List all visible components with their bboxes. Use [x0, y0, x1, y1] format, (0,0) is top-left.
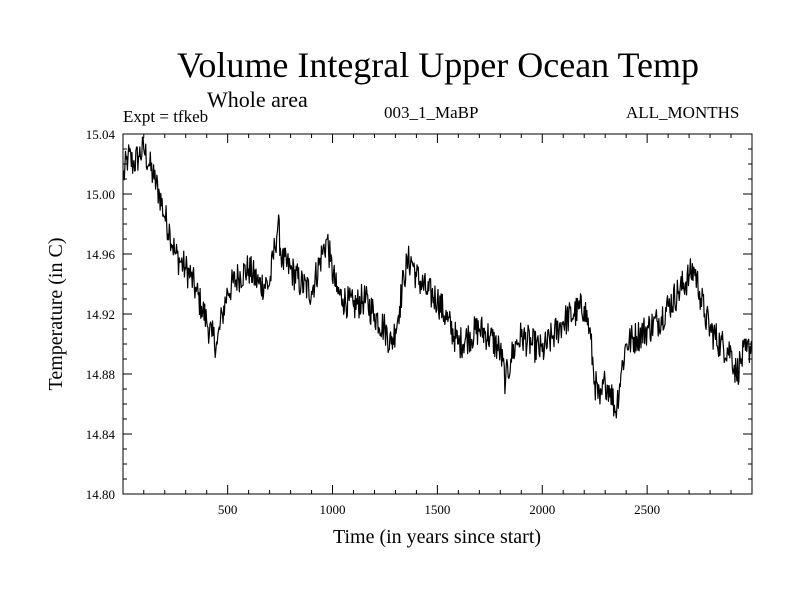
y-tick-label: 15.00 [86, 187, 115, 202]
y-tick-label: 14.84 [86, 427, 116, 442]
x-tick-label: 1500 [424, 502, 450, 517]
y-tick-label: 14.80 [86, 487, 115, 502]
experiment-label: Expt = tfkeb [123, 107, 209, 126]
y-tick-label: 14.88 [86, 367, 115, 382]
y-tick-label: 14.92 [86, 307, 115, 322]
x-tick-label: 1000 [320, 502, 346, 517]
chart-title: Volume Integral Upper Ocean Temp [177, 45, 699, 85]
x-tick-label: 2000 [529, 502, 555, 517]
y-axis: 14.80 14.84 14.88 14.92 14.96 15.00 15.04 [86, 127, 752, 502]
y-tick-label: 14.96 [86, 247, 116, 262]
x-tick-label: 2500 [634, 502, 660, 517]
chart-subtitle: Whole area [207, 87, 308, 112]
y-tick-label: 15.04 [86, 127, 116, 142]
x-tick-label: 500 [218, 502, 238, 517]
months-label: ALL_MONTHS [626, 103, 740, 122]
plot-frame [122, 133, 753, 495]
series-line [123, 136, 752, 419]
y-axis-title: Temperature (in C) [45, 238, 67, 391]
run-label: 003_1_MaBP [384, 103, 479, 122]
x-axis: 500 1000 1500 2000 2500 [143, 134, 732, 517]
x-axis-title: Time (in years since start) [333, 526, 541, 548]
